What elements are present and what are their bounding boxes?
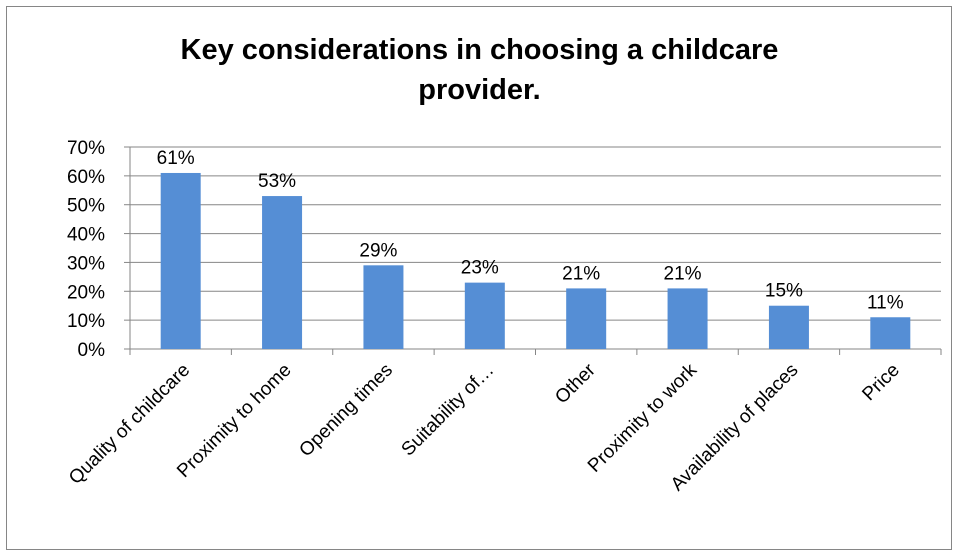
- x-category-label: Opening times: [295, 360, 396, 461]
- y-tick-label: 70%: [67, 138, 105, 159]
- y-tick-label: 30%: [67, 253, 105, 274]
- bar: [464, 282, 505, 349]
- bar: [363, 265, 404, 349]
- bar: [566, 288, 607, 349]
- data-label: 61%: [157, 148, 195, 169]
- x-category-label: Price: [858, 360, 903, 405]
- data-label: 21%: [562, 263, 600, 284]
- chart-title: Key considerations in choosing a childca…: [180, 34, 779, 106]
- bar: [262, 196, 303, 349]
- data-label: 53%: [258, 171, 296, 192]
- y-tick-label: 40%: [67, 225, 105, 246]
- x-category-label: Proximity to work: [584, 359, 701, 476]
- bar: [870, 317, 911, 349]
- bar: [160, 172, 201, 349]
- data-label: 21%: [664, 263, 702, 284]
- data-label: 11%: [867, 292, 904, 313]
- y-tick-label: 50%: [67, 196, 105, 217]
- data-label: 23%: [461, 258, 499, 279]
- bar: [667, 288, 708, 349]
- y-tick-label: 0%: [78, 340, 106, 361]
- data-label: 15%: [765, 281, 803, 302]
- bar: [768, 305, 809, 349]
- x-category-label: Suitability of…: [398, 360, 499, 461]
- y-tick-label: 60%: [67, 167, 105, 188]
- data-label: 29%: [359, 240, 397, 261]
- x-category-label: Other: [551, 359, 600, 408]
- y-tick-label: 10%: [67, 311, 105, 332]
- y-tick-label: 20%: [67, 282, 105, 303]
- x-category-label: Proximity to home: [173, 360, 295, 482]
